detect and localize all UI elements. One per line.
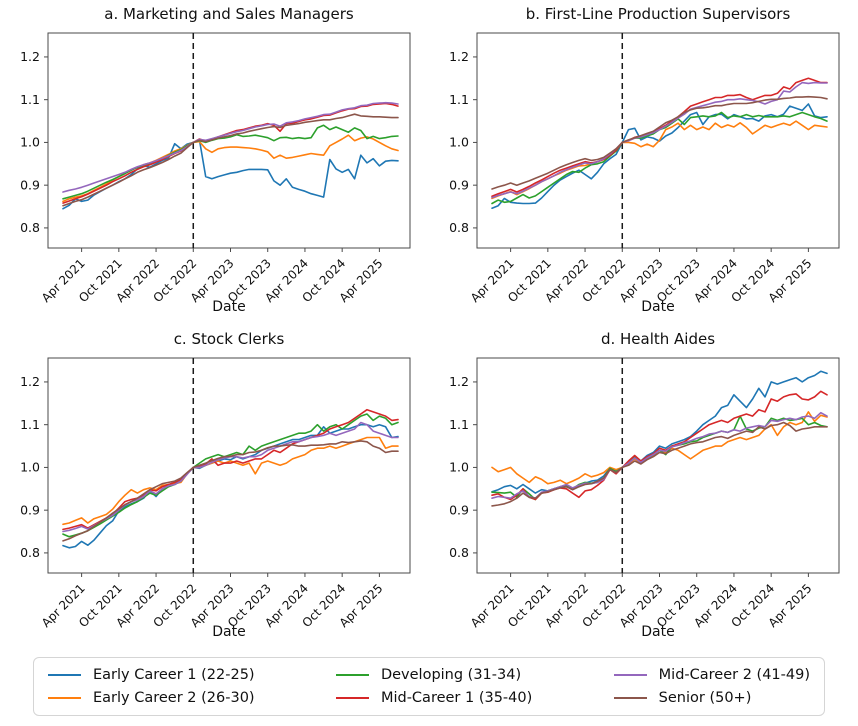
y-tick-label: 0.9 [449, 502, 469, 517]
legend-entry-label: Early Career 2 (26-30) [93, 690, 255, 706]
series-line-early-career-1-22-25 [491, 103, 828, 209]
subplot-b: b. First-Line Production Supervisors 0.8… [429, 0, 858, 325]
legend-entry: Early Career 2 (26-30) [48, 690, 255, 706]
series-line-developing-31-34 [62, 413, 399, 538]
series-line-early-career-2-26-30 [62, 436, 399, 526]
series-line-mid-career-1-35-40 [491, 77, 828, 198]
legend-line-swatch [335, 674, 369, 676]
plot-frame [47, 357, 411, 574]
plot-frame [476, 32, 840, 249]
legend-entry-label: Developing (31-34) [380, 667, 522, 683]
legend-column: Mid-Career 2 (41-49) Senior (50+) [613, 667, 810, 706]
y-tick-label: 1.0 [449, 135, 469, 150]
subplot-grid: a. Marketing and Sales Managers 0.8 0.9 1.… [0, 0, 858, 650]
legend-entry-label: Mid-Career 1 (35-40) [380, 690, 533, 706]
subplot-d-title: d. Health Aides [600, 330, 716, 348]
legend-line-swatch [48, 674, 81, 676]
legend-area: Early Career 1 (22-25) Early Career 2 (26… [0, 650, 858, 726]
subplot-a-x-axis-label: Date [212, 299, 246, 315]
series-line-senior-50 [491, 421, 828, 507]
legend-entry: Mid-Career 2 (41-49) [613, 667, 810, 683]
legend-entry-label: Senior (50+) [658, 690, 752, 706]
plot-frame [476, 357, 840, 574]
y-tick-label: 1.0 [20, 460, 40, 475]
legend-entry-label: Early Career 1 (22-25) [93, 667, 255, 683]
y-tick-label: 1.2 [20, 374, 40, 389]
y-tick-label: 1.0 [449, 460, 469, 475]
subplot-c: c. Stock Clerks 0.8 0.9 1.0 1.1 1.2 Apr 2021 O… [0, 325, 429, 650]
series-line-mid-career-2-41-49 [62, 101, 399, 193]
legend-line-swatch [335, 697, 369, 699]
legend-entry-label: Mid-Career 2 (41-49) [658, 667, 810, 683]
y-tick-label: 1.1 [20, 417, 40, 432]
subplot-a: a. Marketing and Sales Managers 0.8 0.9 1.… [0, 0, 429, 325]
subplot-a-title: a. Marketing and Sales Managers [104, 5, 354, 23]
subplot-d-x-axis-label: Date [641, 624, 675, 640]
subplot-d: d. Health Aides 0.8 0.9 1.0 1.1 1.2 Apr 2021 O… [429, 325, 858, 650]
series-line-mid-career-2-41-49 [491, 411, 828, 499]
y-tick-label: 0.9 [449, 177, 469, 192]
y-tick-label: 1.1 [449, 92, 469, 107]
legend-entry: Senior (50+) [613, 690, 810, 706]
subplot-c-x-axis-label: Date [212, 624, 246, 640]
series-line-mid-career-2-41-49 [491, 81, 828, 199]
legend-column: Developing (31-34) Mid-Career 1 (35-40) [335, 667, 533, 706]
y-tick-label: 0.9 [20, 177, 40, 192]
series-line-senior-50 [491, 95, 828, 190]
legend-line-swatch [48, 697, 81, 699]
y-tick-label: 1.0 [20, 135, 40, 150]
y-tick-label: 0.8 [449, 545, 469, 560]
series-line-mid-career-1-35-40 [62, 408, 399, 531]
subplot-b-x-axis-label: Date [641, 299, 675, 315]
series-line-developing-31-34 [491, 415, 828, 501]
plot-frame [47, 32, 411, 249]
series-line-senior-50 [62, 113, 399, 207]
legend-line-swatch [613, 697, 647, 699]
y-tick-label: 0.8 [20, 545, 40, 560]
y-tick-label: 1.1 [20, 92, 40, 107]
legend-column: Early Career 1 (22-25) Early Career 2 (26… [48, 667, 255, 706]
series-line-early-career-1-22-25 [491, 370, 828, 494]
series-line-early-career-2-26-30 [491, 120, 828, 200]
y-tick-label: 1.1 [449, 417, 469, 432]
series-line-early-career-1-22-25 [62, 139, 399, 210]
series-line-senior-50 [62, 440, 399, 542]
y-tick-label: 0.9 [20, 502, 40, 517]
series-line-mid-career-2-41-49 [62, 421, 399, 533]
y-tick-label: 0.8 [449, 220, 469, 235]
legend-entry: Mid-Career 1 (35-40) [335, 690, 533, 706]
legend: Early Career 1 (22-25) Early Career 2 (26… [33, 657, 825, 716]
y-tick-label: 0.8 [20, 220, 40, 235]
y-tick-label: 1.2 [449, 49, 469, 64]
y-tick-label: 1.2 [449, 374, 469, 389]
series-line-developing-31-34 [62, 124, 399, 200]
series-line-early-career-2-26-30 [62, 134, 399, 203]
y-tick-label: 1.2 [20, 49, 40, 64]
subplot-c-title: c. Stock Clerks [173, 330, 285, 348]
subplot-b-title: b. First-Line Production Supervisors [525, 5, 791, 23]
legend-entry: Early Career 1 (22-25) [48, 667, 255, 683]
legend-entry: Developing (31-34) [335, 667, 532, 683]
legend-line-swatch [613, 674, 647, 676]
series-line-mid-career-1-35-40 [62, 102, 399, 204]
